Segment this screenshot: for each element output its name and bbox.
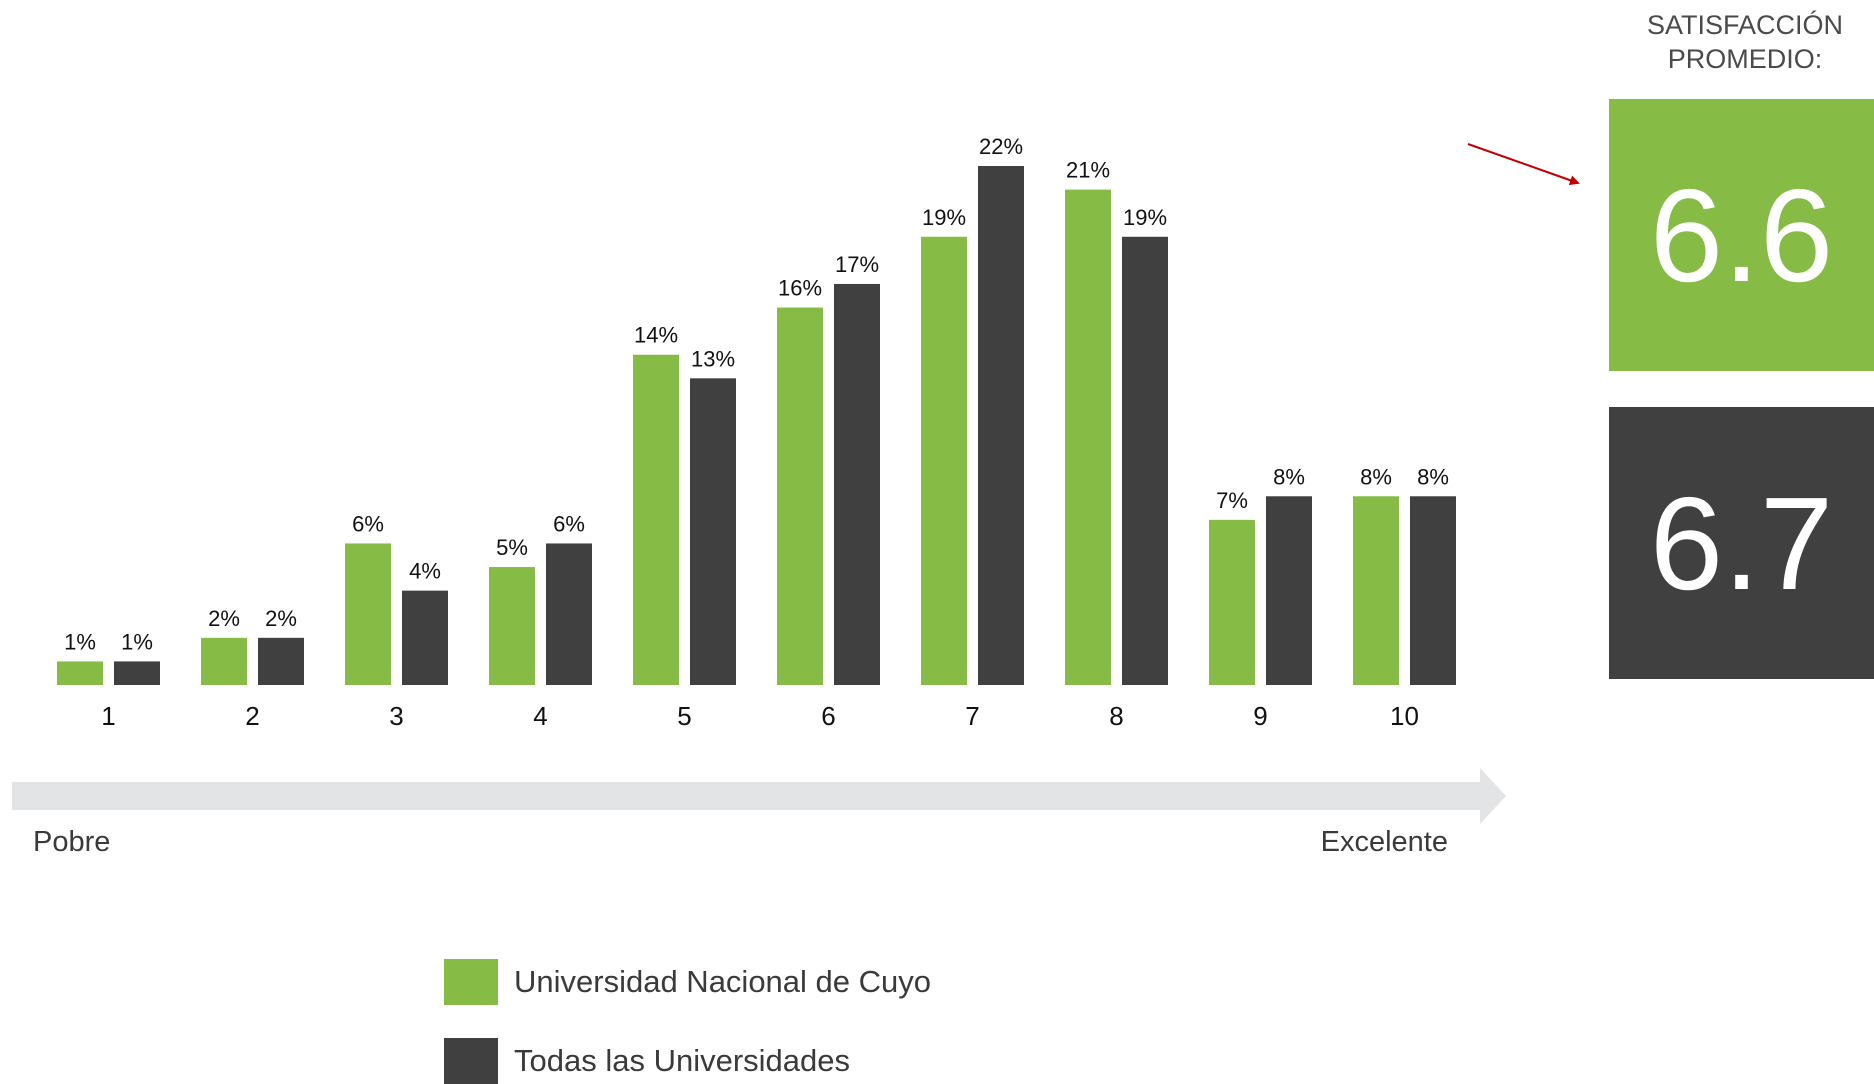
data-label-university-3: 6% — [352, 511, 384, 536]
bar-university-9 — [1209, 519, 1255, 685]
data-label-university-6: 16% — [778, 276, 822, 301]
data-label-all-8: 19% — [1123, 205, 1167, 230]
legend-label-all: Todas las Universidades — [514, 1043, 851, 1078]
data-label-university-4: 5% — [496, 535, 528, 560]
average-satisfaction-title: SATISFACCIÓN PROMEDIO: — [1600, 8, 1874, 76]
bar-university-3 — [345, 543, 391, 685]
data-label-all-2: 2% — [265, 606, 297, 631]
category-label-8: 8 — [1109, 701, 1123, 731]
category-label-9: 9 — [1253, 701, 1267, 731]
data-label-all-9: 8% — [1273, 464, 1305, 489]
bar-university-2 — [201, 637, 247, 685]
bar-all-1 — [114, 661, 160, 685]
data-label-all-1: 1% — [121, 629, 153, 654]
bar-all-7 — [978, 166, 1024, 685]
data-label-all-7: 22% — [979, 134, 1023, 159]
summary-title-line2: PROMEDIO: — [1667, 44, 1823, 74]
legend-swatch-all — [444, 1038, 498, 1084]
data-label-university-9: 7% — [1216, 488, 1248, 513]
data-label-all-6: 17% — [835, 252, 879, 277]
category-label-6: 6 — [821, 701, 835, 731]
category-label-5: 5 — [677, 701, 691, 731]
bar-university-1 — [57, 661, 103, 685]
data-label-university-1: 1% — [64, 629, 96, 654]
data-label-all-5: 13% — [691, 346, 735, 371]
data-label-all-4: 6% — [553, 511, 585, 536]
bar-all-2 — [258, 637, 304, 685]
data-label-university-2: 2% — [208, 606, 240, 631]
bar-university-5 — [633, 354, 679, 685]
summary-box-all: 6.7 — [1609, 407, 1874, 679]
bar-all-4 — [546, 543, 592, 685]
bar-all-9 — [1266, 496, 1312, 685]
category-label-1: 1 — [101, 701, 115, 731]
summary-value-university: 6.6 — [1649, 161, 1834, 309]
scale-low-label: Pobre — [33, 826, 111, 858]
data-label-university-8: 21% — [1066, 158, 1110, 183]
category-label-7: 7 — [965, 701, 979, 731]
legend-item-all: Todas las Universidades — [444, 1038, 850, 1084]
pointer-arrow — [1467, 143, 1580, 186]
category-label-4: 4 — [533, 701, 547, 731]
bar-all-8 — [1122, 236, 1168, 686]
data-label-university-10: 8% — [1360, 464, 1392, 489]
scale-arrow-band — [12, 768, 1506, 824]
bar-university-4 — [489, 567, 535, 685]
bar-university-7 — [921, 236, 967, 686]
data-label-all-10: 8% — [1417, 464, 1449, 489]
bars-layer: 1% 1% 1 2% 2% 2 6% 4% 3 5% 6% 4 14% 13% 5 16% 17% 6 19% 22%… — [57, 134, 1456, 731]
category-label-10: 10 — [1390, 701, 1419, 731]
category-label-3: 3 — [389, 701, 403, 731]
bar-university-10 — [1353, 496, 1399, 685]
legend-label-university: Universidad Nacional de Cuyo — [514, 964, 932, 999]
bar-all-3 — [402, 590, 448, 685]
legend-item-university: Universidad Nacional de Cuyo — [444, 959, 931, 1005]
bar-university-8 — [1065, 189, 1111, 685]
data-label-university-5: 14% — [634, 323, 678, 348]
bar-all-10 — [1410, 496, 1456, 685]
data-label-university-7: 19% — [922, 205, 966, 230]
bar-all-5 — [690, 378, 736, 685]
category-label-2: 2 — [245, 701, 259, 731]
summary-title-line1: SATISFACCIÓN — [1646, 10, 1844, 40]
summary-box-university: 6.6 — [1609, 99, 1874, 371]
data-label-all-3: 4% — [409, 559, 441, 584]
summary-value-all: 6.7 — [1649, 469, 1834, 617]
scale-high-label: Excelente — [1320, 826, 1448, 858]
bar-all-6 — [834, 283, 880, 685]
bar-university-6 — [777, 307, 823, 685]
legend-swatch-university — [444, 959, 498, 1005]
